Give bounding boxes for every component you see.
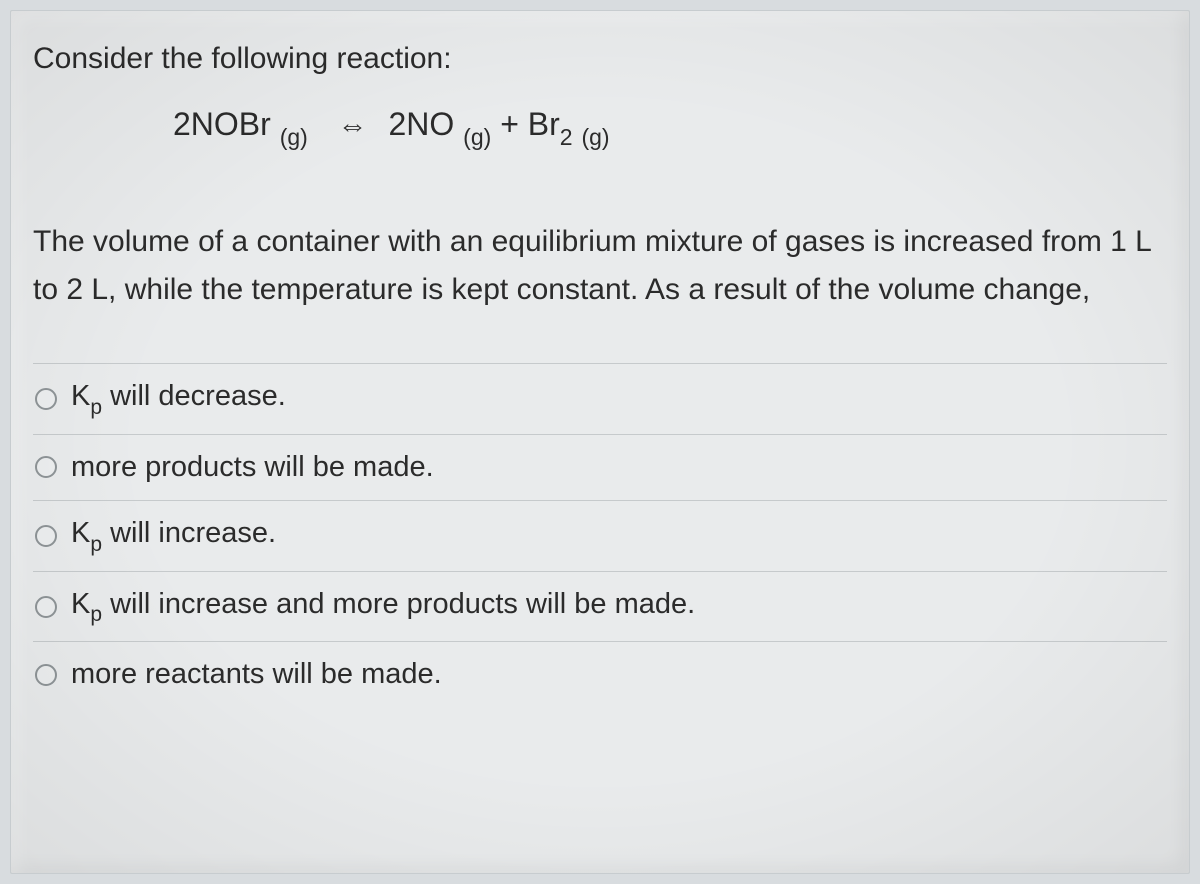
equilibrium-arrow-icon: ⇔ [338, 109, 368, 143]
rhs2-sub: 2 [560, 124, 573, 150]
rhs1-coef: 2 [388, 106, 406, 142]
reaction-equation: 2NOBr (g) ⇔ 2NO (g) + Br2 (g) [173, 106, 1167, 148]
radio-icon[interactable] [35, 525, 57, 547]
rhs1-species: NO [406, 106, 454, 142]
option-3[interactable]: Kp will increase. [33, 501, 1167, 572]
option-3-label: Kp will increase. [71, 517, 276, 555]
plus-sign: + [500, 106, 519, 142]
option-5-label: more reactants will be made. [71, 658, 442, 691]
option-2-label: more products will be made. [71, 451, 434, 484]
radio-icon[interactable] [35, 596, 57, 618]
rhs1-phase: (g) [463, 124, 491, 150]
option-4-label: Kp will increase and more products will … [71, 588, 695, 626]
question-body: The volume of a container with an equili… [33, 218, 1167, 315]
radio-icon[interactable] [35, 456, 57, 478]
lhs-phase: (g) [280, 124, 308, 150]
question-card: Consider the following reaction: 2NOBr (… [10, 10, 1190, 874]
radio-icon[interactable] [35, 664, 57, 686]
options-list: Kp will decrease. more products will be … [33, 363, 1167, 707]
rhs2-phase: (g) [581, 124, 609, 150]
option-1-label: Kp will decrease. [71, 380, 286, 418]
option-2[interactable]: more products will be made. [33, 435, 1167, 501]
lhs-coef: 2 [173, 106, 191, 142]
rhs2-species: Br [528, 106, 560, 142]
question-intro: Consider the following reaction: [33, 39, 1167, 80]
option-1[interactable]: Kp will decrease. [33, 364, 1167, 435]
option-5[interactable]: more reactants will be made. [33, 642, 1167, 707]
option-4[interactable]: Kp will increase and more products will … [33, 572, 1167, 643]
radio-icon[interactable] [35, 388, 57, 410]
lhs-species: NOBr [191, 106, 271, 142]
